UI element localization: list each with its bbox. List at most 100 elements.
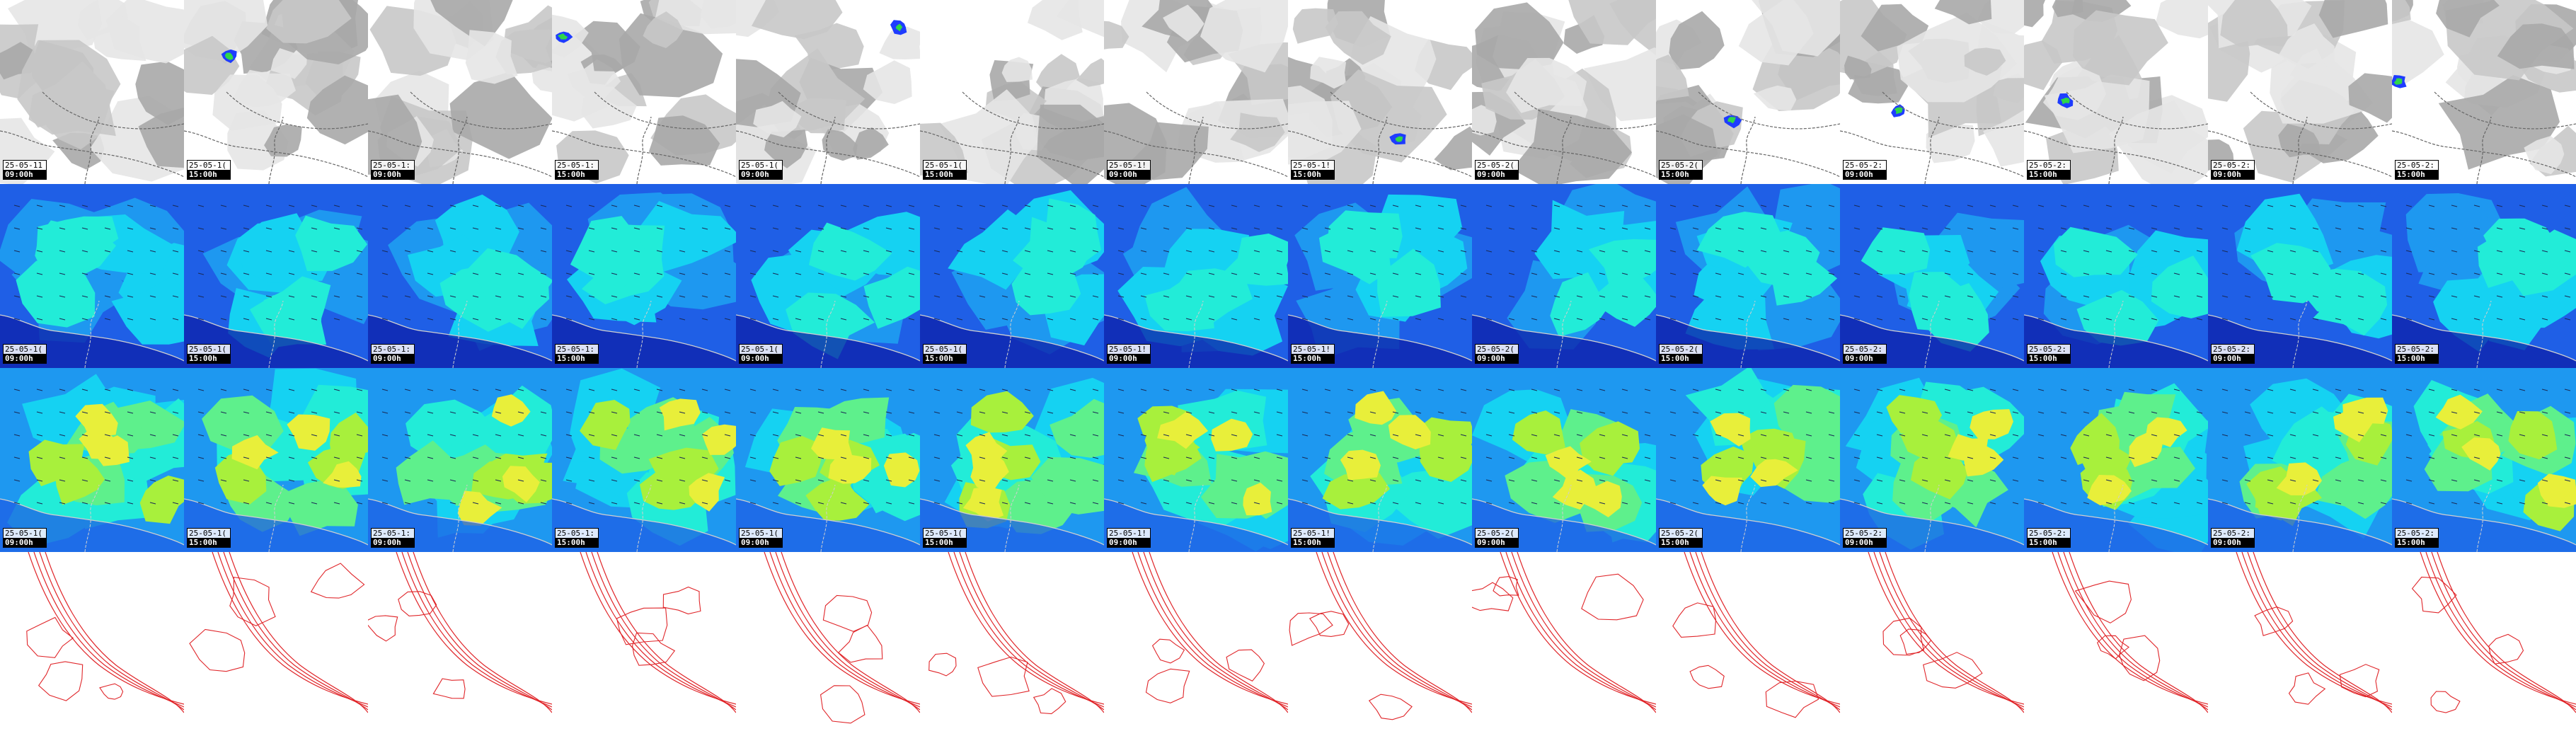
panel-time: 15:00h	[1660, 354, 1702, 363]
panel-time: 15:00h	[2396, 170, 2438, 179]
panel-date: 25-05-1:	[372, 529, 414, 538]
map-image	[368, 184, 552, 368]
panel-time: 09:00h	[1108, 170, 1150, 179]
map-panel-wind-warm: 25-05-1! 15:00h	[1288, 368, 1472, 552]
panel-date: 25-05-2:	[2212, 345, 2254, 354]
timestamp-label: 25-05-1(15:00h	[187, 528, 231, 548]
map-image	[0, 184, 184, 368]
map-image	[0, 0, 184, 184]
timestamp-label: 25-05-2: 09:00h	[1843, 160, 1887, 180]
map-image	[920, 552, 1104, 736]
map-image	[1472, 184, 1656, 368]
map-panel-clouds: 25-05-1(15:00h	[184, 0, 368, 184]
panel-time: 15:00h	[556, 354, 598, 363]
timestamp-label: 25-05-1! 09:00h	[1107, 528, 1151, 548]
map-panel-wind-warm: 25-05-1(09:00h	[0, 368, 184, 552]
panel-date: 25-05-1!	[1292, 161, 1334, 170]
map-image	[2024, 184, 2208, 368]
panel-date: 25-05-1:	[556, 345, 598, 354]
map-panel-contours	[368, 552, 552, 736]
panel-date: 25-05-1(	[188, 529, 230, 538]
map-panel-clouds: 25-05-2(15:00h	[1656, 0, 1840, 184]
map-image	[2024, 552, 2208, 736]
panel-date: 25-05-1(	[924, 161, 966, 170]
map-image	[1472, 368, 1656, 552]
map-image	[1288, 0, 1472, 184]
map-image	[1656, 0, 1840, 184]
panel-time: 09:00h	[1108, 538, 1150, 547]
map-panel-clouds: 25-05-11 09:00h	[0, 0, 184, 184]
panel-date: 25-05-1(	[4, 529, 46, 538]
map-image	[184, 184, 368, 368]
panel-date: 25-05-1(	[924, 345, 966, 354]
map-panel-wind-warm: 25-05-2: 09:00h	[2208, 368, 2392, 552]
map-image	[552, 552, 736, 736]
map-panel-wind-cold: 25-05-1(15:00h	[184, 184, 368, 368]
map-panel-wind-cold: 25-05-2(09:00h	[1472, 184, 1656, 368]
map-panel-wind-cold: 25-05-1! 09:00h	[1104, 184, 1288, 368]
map-image	[2024, 0, 2208, 184]
panel-time: 15:00h	[556, 170, 598, 179]
map-image	[184, 0, 368, 184]
panel-time: 09:00h	[2212, 538, 2254, 547]
panel-date: 25-05-2:	[1844, 161, 1886, 170]
map-image	[1288, 184, 1472, 368]
panel-date: 25-05-1(	[740, 161, 782, 170]
panel-date: 25-05-2:	[2396, 529, 2438, 538]
panel-time: 15:00h	[2396, 354, 2438, 363]
timestamp-label: 25-05-2: 09:00h	[1843, 344, 1887, 364]
panel-date: 25-05-2:	[1844, 529, 1886, 538]
panel-date: 25-05-1(	[740, 529, 782, 538]
panel-date: 25-05-1:	[556, 529, 598, 538]
panel-time: 15:00h	[1292, 170, 1334, 179]
panel-date: 25-05-2:	[2212, 161, 2254, 170]
map-panel-wind-warm: 25-05-2: 15:00h	[2024, 368, 2208, 552]
map-image	[368, 552, 552, 736]
panel-date: 25-05-2(	[1660, 529, 1702, 538]
map-image	[0, 368, 184, 552]
map-panel-wind-cold: 25-05-2: 15:00h	[2024, 184, 2208, 368]
timestamp-label: 25-05-1! 09:00h	[1107, 344, 1151, 364]
panel-time: 15:00h	[188, 538, 230, 547]
map-image	[0, 552, 184, 736]
map-panel-clouds: 25-05-1! 15:00h	[1288, 0, 1472, 184]
panel-time: 09:00h	[740, 538, 782, 547]
map-panel-clouds: 25-05-1(15:00h	[920, 0, 1104, 184]
map-panel-clouds: 25-05-1: 15:00h	[552, 0, 736, 184]
panel-time: 15:00h	[188, 354, 230, 363]
map-image	[552, 184, 736, 368]
panel-date: 25-05-1!	[1292, 529, 1334, 538]
map-image	[1472, 0, 1656, 184]
panel-date: 25-05-2:	[2028, 345, 2070, 354]
map-image	[736, 0, 920, 184]
panel-time: 15:00h	[924, 170, 966, 179]
map-image	[2024, 368, 2208, 552]
panel-time: 15:00h	[1292, 354, 1334, 363]
map-panel-contours	[0, 552, 184, 736]
map-image	[1104, 0, 1288, 184]
panel-date: 25-05-2(	[1476, 161, 1518, 170]
map-panel-contours	[2208, 552, 2392, 736]
panel-time: 15:00h	[2396, 538, 2438, 547]
map-image	[736, 184, 920, 368]
map-image	[1840, 552, 2024, 736]
map-panel-contours	[736, 552, 920, 736]
map-image	[1104, 184, 1288, 368]
map-image	[1472, 552, 1656, 736]
panel-date: 25-05-11	[4, 161, 46, 170]
timestamp-label: 25-05-1! 15:00h	[1291, 528, 1335, 548]
panel-time: 09:00h	[4, 538, 46, 547]
map-panel-wind-warm: 25-05-1: 09:00h	[368, 368, 552, 552]
map-image	[1656, 552, 1840, 736]
panel-date: 25-05-1(	[924, 529, 966, 538]
timestamp-label: 25-05-1(15:00h	[187, 160, 231, 180]
map-panel-wind-cold: 25-05-1! 15:00h	[1288, 184, 1472, 368]
panel-time: 15:00h	[924, 538, 966, 547]
map-panel-clouds: 25-05-2: 15:00h	[2392, 0, 2576, 184]
panel-time: 09:00h	[1476, 538, 1518, 547]
map-panel-wind-cold: 25-05-2: 09:00h	[2208, 184, 2392, 368]
map-image	[2208, 0, 2392, 184]
panel-time: 09:00h	[740, 354, 782, 363]
map-image	[1104, 368, 1288, 552]
map-panel-contours	[1472, 552, 1656, 736]
